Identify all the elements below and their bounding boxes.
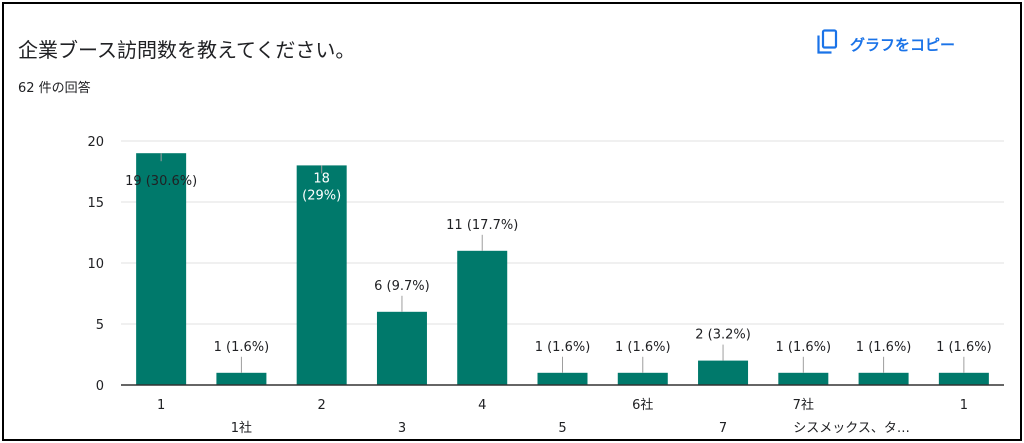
- data-label: 19 (30.6%): [125, 174, 197, 189]
- bar: [617, 372, 668, 385]
- x-tick-label: 3: [398, 421, 406, 436]
- copy-chart-label: グラフをコピー: [850, 35, 956, 54]
- y-tick-label: 15: [87, 196, 104, 211]
- data-label: 1 (1.6%): [776, 340, 832, 355]
- data-label: 2 (3.2%): [695, 328, 751, 343]
- y-tick-label: 10: [87, 257, 104, 272]
- data-label: 1 (1.6%): [856, 340, 912, 355]
- copy-icon: [816, 29, 838, 59]
- data-label: 6 (9.7%): [374, 279, 430, 294]
- bar: [537, 372, 588, 385]
- x-tick-label: 1: [157, 398, 165, 413]
- bar: [778, 372, 829, 385]
- x-tick-label: 7社: [793, 397, 814, 413]
- y-tick-label: 0: [96, 379, 104, 394]
- bar: [296, 165, 347, 385]
- y-tick-label: 5: [96, 318, 104, 333]
- copy-chart-button[interactable]: グラフをコピー: [816, 28, 955, 60]
- data-label: 1 (1.6%): [615, 340, 671, 355]
- question-title: 企業ブース訪問数を教えてください。: [18, 38, 356, 62]
- bar: [698, 360, 749, 385]
- data-label: 11 (17.7%): [446, 218, 518, 233]
- x-tick-label: 6社: [632, 397, 653, 413]
- x-tick-label: 1: [960, 398, 968, 413]
- bar: [938, 372, 989, 385]
- x-tick-label: シスメックス、タ…: [793, 421, 910, 436]
- data-label: 1 (1.6%): [936, 340, 992, 355]
- x-tick-label: 4: [478, 398, 486, 413]
- data-label: 1 (1.6%): [535, 340, 591, 355]
- bar: [457, 250, 508, 385]
- data-label: 18 (29%): [302, 171, 341, 203]
- data-label: 1 (1.6%): [214, 340, 270, 355]
- bar: [858, 372, 909, 385]
- bar: [136, 153, 187, 385]
- bar: [216, 372, 267, 385]
- x-tick-label: 7: [719, 421, 727, 436]
- response-count: 62 件の回答: [18, 81, 91, 96]
- x-tick-label: 5: [558, 421, 566, 436]
- bar: [376, 311, 427, 385]
- y-tick-label: 20: [87, 135, 104, 150]
- x-tick-label: 2: [318, 398, 326, 413]
- x-tick-label: 1社: [231, 420, 252, 436]
